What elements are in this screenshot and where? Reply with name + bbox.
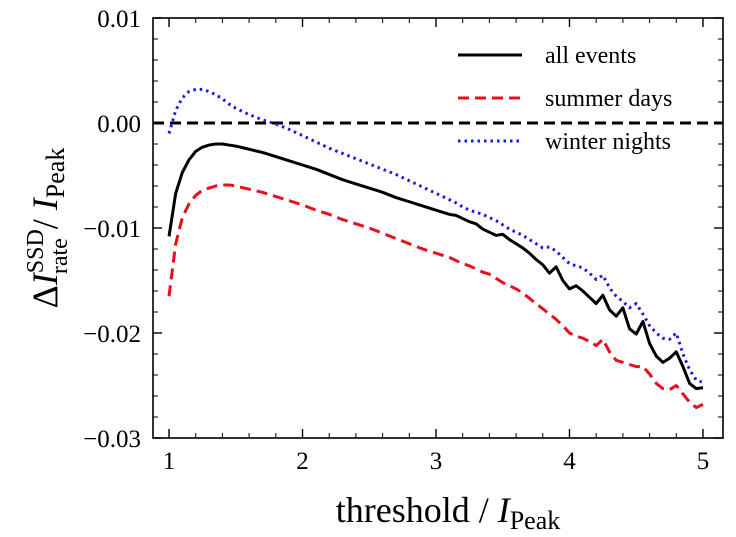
legend-label-summer-days: summer days [545,86,672,112]
x-axis-label-italic: I [497,490,512,530]
y-axis-label-italic-2: I [25,196,65,211]
y-axis-label-sub-2: Peak [41,148,70,199]
y-axis-label-mid: / [25,210,65,238]
series-line-winter-nights [167,87,704,384]
plot-frame [152,17,724,439]
series-line-summer-days [167,183,704,410]
y-axis-label-sub: rate [47,238,73,274]
ticks-layer: 1 2 3 4 5 0.01 0.00 −0.01 −0.02 −0.03 [83,6,723,475]
legend-label-all-events: all events [545,43,636,69]
y-tick-label: −0.02 [83,321,141,348]
y-tick-label: 0.01 [97,6,141,33]
y-tick-label: 0.00 [97,111,141,138]
y-axis-label-italic: I [25,271,65,286]
x-axis-label-sub: Peak [510,506,561,535]
plot-area [152,17,724,439]
y-tick-label: −0.03 [83,426,141,453]
legend: all events summer days winter nights [458,43,672,155]
x-tick-label: 1 [163,448,176,475]
y-axis-label-group: ΔISSDrate / IPeak [23,148,73,309]
x-tick-label: 4 [563,448,576,475]
x-tick-label: 3 [430,448,443,475]
y-axis-label: ΔISSDrate / IPeak [23,148,73,309]
y-tick-label: −0.01 [83,216,141,243]
x-axis-label: threshold / IPeak [336,490,561,535]
y-axis-label-delta: Δ [25,285,65,308]
x-tick-label: 5 [697,448,710,475]
legend-label-winter-nights: winter nights [545,129,671,155]
x-tick-label: 2 [296,448,309,475]
y-axis-label-sup: SSD [23,229,49,273]
series-layer [167,87,704,410]
x-axis-label-text: threshold / [336,490,498,530]
series-line-all-events [167,142,704,391]
